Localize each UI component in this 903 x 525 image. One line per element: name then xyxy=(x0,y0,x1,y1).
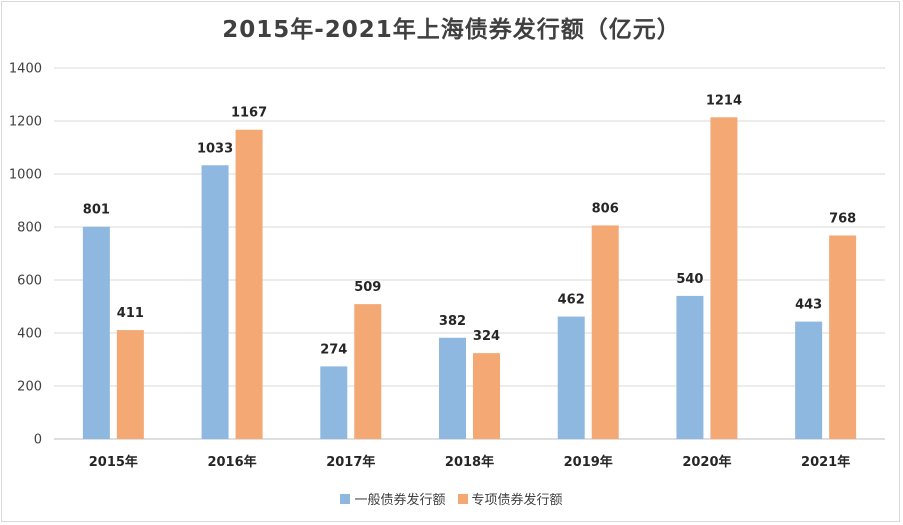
data-label: 1167 xyxy=(231,106,267,121)
chart-title: 2015年-2021年上海债券发行额（亿元） xyxy=(222,17,681,43)
bar-general-2021年 xyxy=(795,321,823,439)
data-label: 462 xyxy=(558,293,585,308)
bar-general-2020年 xyxy=(676,295,704,439)
y-tick-label: 600 xyxy=(17,274,42,289)
bar-special-2020年 xyxy=(710,117,738,439)
y-tick-label: 200 xyxy=(17,380,42,395)
bar-special-2019年 xyxy=(591,225,619,439)
data-label: 274 xyxy=(320,342,347,357)
data-label: 806 xyxy=(592,201,619,216)
data-label: 1214 xyxy=(706,93,742,108)
x-tick-label: 2017年 xyxy=(326,454,375,470)
bar-general-2015年 xyxy=(82,226,110,439)
bar-general-2018年 xyxy=(439,337,466,439)
y-tick-label: 1000 xyxy=(9,168,42,183)
y-tick-label: 1200 xyxy=(9,115,42,130)
legend: 一般债券发行额 专项债券发行额 xyxy=(0,489,903,508)
x-tick-label: 2021年 xyxy=(801,454,850,470)
bar-special-2021年 xyxy=(829,235,857,439)
data-label: 1033 xyxy=(197,141,233,156)
x-tick-label: 2016年 xyxy=(207,454,256,470)
y-tick-label: 800 xyxy=(17,221,42,236)
data-label: 324 xyxy=(473,329,500,344)
y-tick-label: 1400 xyxy=(9,62,42,77)
y-tick-label: 0 xyxy=(34,433,42,448)
bar-special-2017年 xyxy=(354,304,382,439)
x-tick-label: 2020年 xyxy=(682,454,731,470)
legend-label-special: 专项债券发行额 xyxy=(471,493,563,508)
legend-item-special: 专项债券发行额 xyxy=(457,489,563,508)
bar-general-2017年 xyxy=(320,366,348,439)
data-label: 411 xyxy=(117,306,144,321)
data-label: 768 xyxy=(829,211,856,226)
data-label: 509 xyxy=(354,280,381,295)
legend-swatch-general xyxy=(340,493,351,504)
bar-general-2016年 xyxy=(201,165,229,439)
legend-item-general: 一般债券发行额 xyxy=(340,489,446,508)
bar-special-2015年 xyxy=(116,330,144,439)
x-tick-label: 2018年 xyxy=(445,454,494,470)
legend-label-general: 一般债券发行额 xyxy=(354,493,446,508)
x-tick-label: 2019年 xyxy=(564,454,613,470)
x-tick-label: 2015年 xyxy=(89,454,138,470)
data-label: 801 xyxy=(83,203,110,218)
legend-swatch-special xyxy=(457,493,468,504)
data-label: 540 xyxy=(676,272,703,287)
bar-general-2019年 xyxy=(557,316,585,439)
data-label: 382 xyxy=(439,314,466,329)
y-tick-label: 400 xyxy=(17,327,42,342)
data-label: 443 xyxy=(795,298,822,313)
bar-special-2016年 xyxy=(235,129,263,439)
bar-special-2018年 xyxy=(473,353,500,439)
